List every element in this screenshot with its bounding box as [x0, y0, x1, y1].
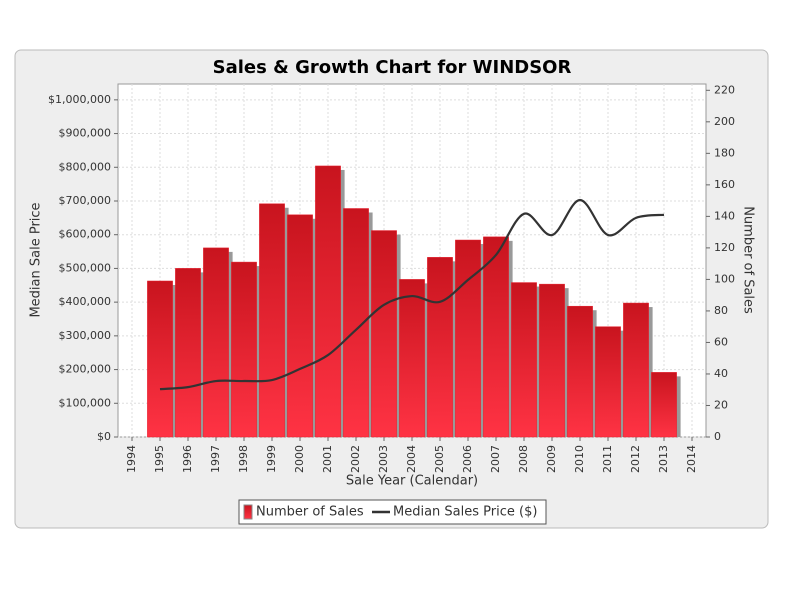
y-tick-label: $400,000: [59, 295, 112, 308]
x-tick-label: 2013: [657, 445, 670, 473]
y2-tick-label: 140: [714, 209, 735, 222]
y2-tick-label: 180: [714, 146, 735, 159]
bar: [511, 282, 537, 438]
bar: [567, 305, 593, 438]
y-tick-label: $900,000: [59, 127, 112, 140]
legend: Number of Sales Median Sales Price ($): [238, 499, 547, 525]
y2-tick-label: 220: [714, 83, 735, 96]
y2-tick-label: 120: [714, 241, 735, 254]
chart-title: Sales & Growth Chart for WINDSOR: [213, 57, 572, 78]
bar: [315, 165, 341, 438]
y2-tick-label: 160: [714, 178, 735, 191]
x-tick-label: 1994: [125, 445, 138, 473]
y-tick-label: $1,000,000: [48, 93, 111, 106]
x-tick-label: 2001: [321, 445, 334, 473]
bar: [399, 279, 425, 438]
bar: [175, 268, 201, 438]
y2-tick-label: 0: [714, 430, 721, 443]
plot: $0 $100,000 $200,000 $300,000 $400,000 $500,0…: [48, 83, 735, 473]
y-tick-label: $100,000: [59, 396, 112, 409]
y2-tick-label: 60: [714, 335, 728, 348]
x-tick-label: 1999: [265, 445, 278, 473]
line: [159, 198, 665, 391]
x-tick-label: 2003: [377, 445, 390, 473]
x-tick-label: 2009: [545, 445, 558, 473]
bar: [371, 230, 397, 438]
y-tick-label: $700,000: [59, 194, 112, 207]
y2-tick-label: 100: [714, 272, 735, 285]
y-tick-label: $800,000: [59, 160, 112, 173]
bar: [231, 261, 257, 438]
bar: [455, 239, 481, 438]
bar: [651, 372, 677, 438]
y-tick-label: $500,000: [59, 261, 112, 274]
bar: [203, 247, 229, 438]
bar: [623, 302, 649, 438]
x-tick-label: 2007: [489, 445, 502, 473]
legend-label: Median Sales Price ($): [393, 505, 537, 520]
bar: [427, 257, 453, 438]
x-tick-label: 2006: [461, 445, 474, 473]
x-tick-label: 2012: [629, 445, 642, 473]
x-tick-label: 2011: [601, 445, 614, 473]
y-tick-label: $600,000: [59, 228, 112, 241]
bar: [259, 203, 285, 438]
y2-tick-label: 200: [714, 115, 735, 128]
x-tick-label: 2005: [433, 445, 446, 473]
bar: [483, 236, 509, 438]
y2-tick-label: 40: [714, 367, 728, 380]
y2-axis-label: Number of Sales: [741, 206, 756, 314]
bar: [147, 280, 173, 438]
x-tick-label: 2002: [349, 445, 362, 473]
legend-box: [238, 499, 547, 525]
x-tick-label: 1996: [181, 445, 194, 473]
y2-tick-label: 20: [714, 398, 728, 411]
bar: [539, 283, 565, 438]
bar: [287, 214, 313, 438]
x-tick-label: 1997: [209, 445, 222, 473]
legend-swatch: [243, 504, 253, 520]
y-tick-label: $200,000: [59, 363, 112, 376]
x-tick-label: 1998: [237, 445, 250, 473]
y-axis-label: Median Sale Price: [29, 202, 44, 317]
x-axis-label: Sale Year (Calendar): [346, 474, 478, 489]
bar: [595, 326, 621, 438]
y-tick-label: $300,000: [59, 329, 112, 342]
y-tick-label: $0: [97, 430, 111, 443]
x-tick-label: 1995: [153, 445, 166, 473]
x-tick-label: 2010: [573, 445, 586, 473]
x-tick-label: 2008: [517, 445, 530, 473]
legend-label: Number of Sales: [256, 505, 364, 520]
x-tick-label: 2004: [405, 445, 418, 473]
x-tick-label: 2014: [685, 445, 698, 473]
x-tick-label: 2000: [293, 445, 306, 473]
y2-tick-label: 80: [714, 304, 728, 317]
